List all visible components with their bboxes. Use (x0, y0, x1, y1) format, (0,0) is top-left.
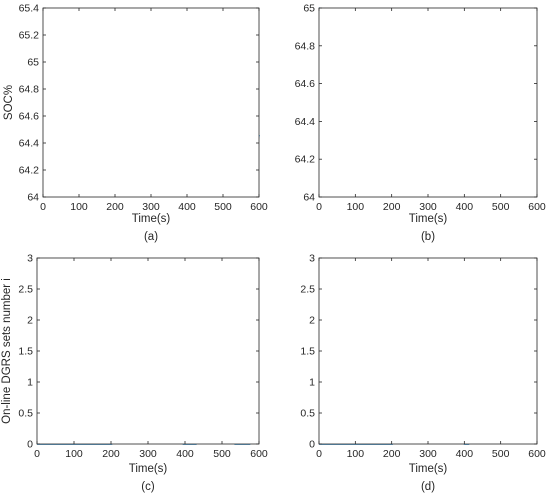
panel-d: 0 100 200 300 400 500 600 0 0.5 1 1.5 2 2.5 3 Time(s) (… (300, 253, 546, 494)
y-tick-label: 0 (27, 439, 33, 451)
y-axis-label: SOC% (3, 85, 15, 120)
x-axis-label: Time(s) (409, 463, 448, 475)
x-tick-label: 300 (419, 448, 437, 460)
x-axis-label: Time(s) (409, 213, 448, 225)
x-tick-label: 500 (213, 448, 231, 460)
x-tick-label: 100 (347, 448, 365, 460)
x-tick-label: 200 (102, 448, 120, 460)
y-tick-label: 64.2 (19, 165, 40, 177)
x-tick-label: 300 (139, 448, 157, 460)
x-tick-label: 0 (316, 201, 322, 213)
y-tick-label: 1 (309, 377, 315, 389)
panel-caption: (c) (141, 481, 155, 493)
y-tick-label: 64.4 (295, 116, 316, 128)
x-tick-label: 200 (106, 201, 124, 213)
x-tick-label: 200 (383, 448, 401, 460)
y-tick-label: 2 (27, 315, 33, 327)
y-tick-label: 64 (27, 192, 39, 204)
x-axis-label: Time(s) (129, 463, 168, 475)
x-tick-label: 0 (316, 448, 322, 460)
x-tick-label: 400 (456, 448, 474, 460)
x-tick-label: 600 (528, 201, 546, 213)
y-tick-label: 65 (27, 57, 39, 69)
x-tick-label: 600 (528, 448, 546, 460)
y-tick-label: 64.4 (19, 138, 40, 150)
y-tick-label: 64.2 (295, 154, 316, 166)
x-tick-label: 100 (70, 201, 88, 213)
x-tick-label: 400 (176, 448, 194, 460)
x-tick-label: 200 (383, 201, 401, 213)
y-tick-label: 2.5 (18, 284, 33, 296)
y-tick-label: 2.5 (300, 284, 315, 296)
x-tick-label: 100 (347, 201, 365, 213)
y-tick-label: 0.5 (300, 408, 315, 420)
y-tick-label: 65 (303, 3, 315, 15)
y-tick-label: 65.4 (19, 3, 40, 15)
y-tick-label: 3 (309, 253, 315, 265)
y-tick-label: 64.8 (19, 84, 40, 96)
y-tick-label: 2 (309, 315, 315, 327)
x-tick-label: 0 (40, 201, 46, 213)
y-tick-label: 64.6 (19, 111, 40, 123)
y-tick-label: 0.5 (18, 408, 33, 420)
x-tick-label: 500 (492, 201, 510, 213)
x-tick-label: 300 (419, 201, 437, 213)
panel-b: 0 100 200 300 400 500 600 64 64.2 64.4 64.6 64.8 65 T… (295, 3, 546, 244)
panel-c: 0 100 200 300 400 500 600 0 0.5 1 1.5 2 2.5 3 Time(s) O… (1, 253, 268, 494)
panel-caption: (d) (421, 481, 435, 493)
x-tick-label: 0 (34, 448, 40, 460)
axes-frame (318, 257, 538, 445)
x-axis-label: Time(s) (132, 213, 171, 225)
y-axis-label: On-line DGRS sets number i (1, 278, 13, 424)
x-tick-label: 500 (492, 448, 510, 460)
x-tick-label: 400 (456, 201, 474, 213)
y-tick-label: 64 (303, 192, 315, 204)
y-tick-label: 64.6 (295, 78, 316, 90)
x-tick-label: 500 (214, 201, 232, 213)
y-tick-label: 1.5 (300, 346, 315, 358)
y-tick-label: 3 (27, 253, 33, 265)
axes-frame (318, 7, 538, 198)
y-tick-label: 1.5 (18, 346, 33, 358)
axes-frame (36, 257, 260, 445)
x-tick-label: 300 (142, 201, 160, 213)
x-tick-label: 600 (250, 201, 268, 213)
y-tick-label: 0 (309, 439, 315, 451)
y-tick-label: 65.2 (19, 30, 40, 42)
panel-caption: (a) (144, 231, 158, 243)
y-tick-label: 64.8 (295, 40, 316, 52)
panel-caption: (b) (421, 231, 435, 243)
x-tick-label: 400 (178, 201, 196, 213)
x-tick-label: 100 (65, 448, 83, 460)
x-tick-label: 600 (250, 448, 268, 460)
axes-frame (42, 7, 260, 198)
panel-a: 0 100 200 300 400 500 600 64 64.2 64.4 64.6 64.8 65 6… (3, 3, 268, 244)
y-tick-label: 1 (27, 377, 33, 389)
